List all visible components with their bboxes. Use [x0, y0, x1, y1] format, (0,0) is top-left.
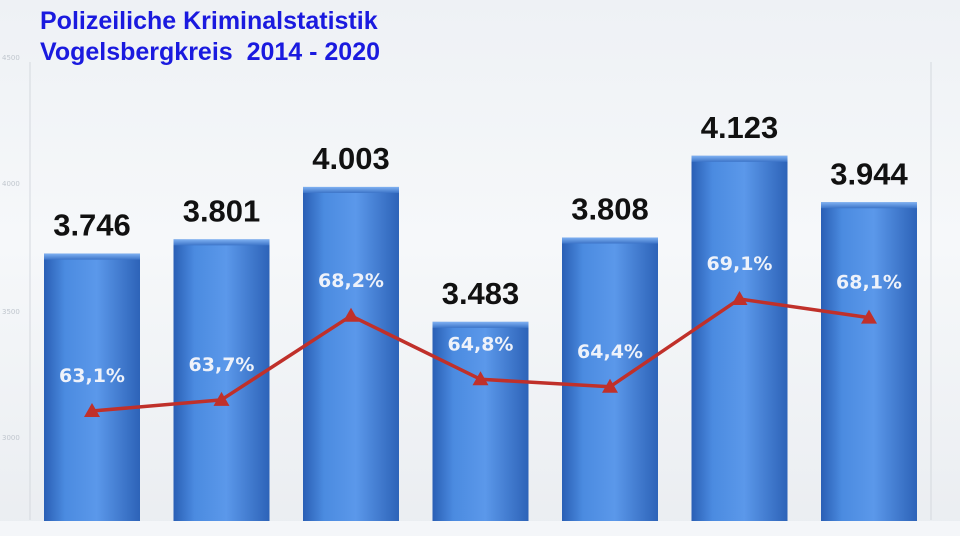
percent-label-2018: 64,4% [577, 341, 643, 363]
percent-label-2016: 68,2% [318, 270, 384, 292]
bars-group [44, 155, 917, 526]
bar-cap-2020 [821, 202, 917, 209]
percent-marker-2016 [343, 307, 359, 322]
bar-cap-2018 [562, 237, 658, 244]
title-line-2: Vogelsbergkreis 2014 - 2020 [40, 38, 381, 66]
bar-cap-2014 [44, 253, 140, 260]
bar-cap-2016 [303, 186, 399, 193]
bar-2015 [173, 239, 270, 525]
percent-label-2015: 63,7% [189, 354, 255, 376]
title-line-1: Polizeiliche Kriminalstatistik [40, 7, 378, 35]
percent-label-2020: 68,1% [836, 272, 902, 294]
bar-cap-2019 [691, 155, 788, 162]
bar-value-label-2020: 3.944 [830, 156, 908, 191]
bar-cap-2017 [432, 321, 529, 328]
percent-marker-2020 [861, 309, 877, 324]
percent-label-2014: 63,1% [59, 365, 125, 387]
bar-value-label-2015: 3.801 [183, 193, 261, 228]
line-series-group [84, 290, 877, 418]
percent-marker-2017 [472, 371, 489, 386]
percent-marker-2019 [731, 290, 748, 305]
svg-text:4000: 4000 [2, 180, 20, 188]
percent-labels-group: 63,1% 63,7% 68,2% 64,8% 64,4% 69,1% 68,1% [59, 253, 902, 387]
bar-value-label-2017: 3.483 [442, 276, 520, 311]
bar-2017 [432, 321, 529, 525]
bar-2019 [691, 155, 788, 526]
svg-text:3000: 3000 [2, 434, 20, 442]
chart-title: Polizeiliche Kriminalstatistik Vogelsber… [40, 6, 380, 68]
svg-text:4500: 4500 [2, 54, 20, 62]
bar-value-label-2019: 4.123 [701, 110, 779, 145]
percent-label-2017: 64,8% [448, 333, 514, 355]
percent-marker-2015 [213, 391, 230, 406]
svg-text:3500: 3500 [2, 308, 20, 316]
bar-2014 [44, 253, 140, 526]
percent-marker-2018 [602, 378, 618, 393]
bar-2020 [821, 202, 917, 526]
bar-labels-group: 3.746 3.801 4.003 3.483 3.808 4.123 3.944 [53, 110, 908, 311]
percent-marker-2014 [84, 403, 100, 418]
percent-label-2019: 69,1% [707, 253, 773, 275]
bar-cap-2015 [173, 239, 270, 246]
bar-value-label-2018: 3.808 [571, 192, 649, 227]
bar-value-label-2016: 4.003 [312, 141, 390, 176]
bar-value-label-2014: 3.746 [53, 208, 131, 243]
bar-2016 [303, 186, 399, 525]
